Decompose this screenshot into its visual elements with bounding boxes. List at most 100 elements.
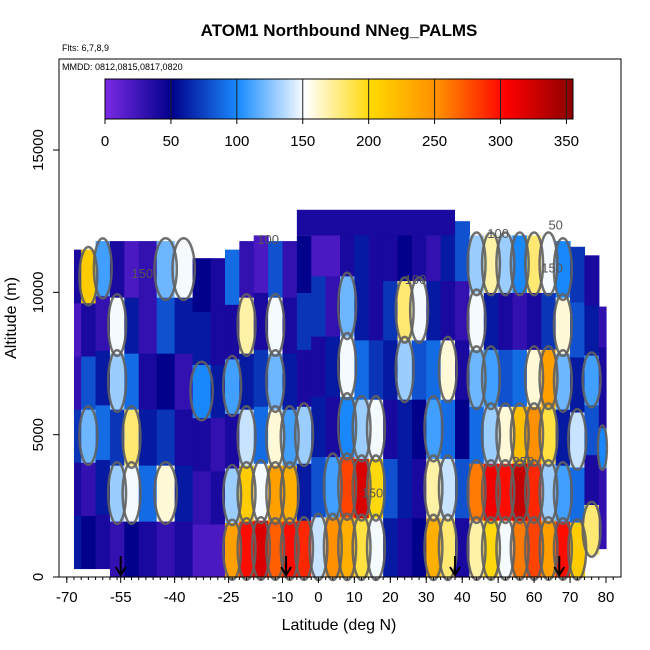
heatmap-cell — [526, 292, 542, 350]
heatmap-cell — [598, 467, 607, 509]
y-tick-label: 15000 — [30, 129, 47, 171]
contour-line — [480, 345, 502, 411]
contour-line — [538, 345, 559, 411]
heatmap-cell — [368, 221, 384, 282]
contour-line — [495, 231, 516, 297]
heatmap-cell — [95, 241, 111, 297]
colorbar-tick-label: 300 — [488, 133, 513, 150]
heatmap-cell — [411, 458, 427, 519]
contour-line — [337, 271, 358, 341]
heatmap-cell — [124, 241, 140, 298]
heatmap-cell — [555, 353, 571, 410]
flight-arrow-head — [553, 566, 566, 577]
contour-line — [265, 404, 286, 470]
x-tick-label: -10 — [272, 589, 294, 606]
x-tick-label: -55 — [110, 589, 132, 606]
heatmap-cell — [512, 406, 528, 464]
heatmap-cell — [584, 305, 600, 356]
heatmap-cell — [483, 349, 499, 407]
heatmap-cell — [224, 249, 240, 305]
contour-line — [121, 460, 142, 526]
contour-line — [279, 404, 300, 470]
contour-line — [423, 394, 444, 463]
heatmap-cell — [411, 339, 427, 400]
colorbar-tick-label: 250 — [422, 133, 447, 150]
heatmap-cell — [397, 221, 413, 282]
dates-label: MMDD: 0812,0815,0817,0820 — [62, 62, 183, 72]
heatmap-cell — [426, 221, 442, 282]
x-axis-label: Latitude (deg N) — [282, 617, 397, 634]
heatmap-cell — [498, 520, 514, 578]
heatmap-cell — [426, 280, 442, 341]
heatmap-cell — [555, 297, 571, 354]
heatmap-cell — [156, 521, 176, 578]
heatmap-cell — [192, 523, 212, 578]
heatmap-cell — [526, 520, 542, 578]
heatmap-cell — [368, 458, 384, 519]
contour-line — [106, 460, 128, 526]
contour-line — [365, 394, 387, 463]
contour-line — [480, 231, 502, 297]
colorbar-tick-label: 150 — [290, 133, 315, 150]
contour-line — [552, 349, 574, 414]
heatmap-cell — [325, 516, 341, 578]
contour-label: 150 — [131, 266, 153, 281]
heatmap-cell — [109, 353, 125, 410]
heatmap-cell — [296, 209, 456, 236]
colorbar-ticks: 0 50 100 150 200 250 300 350 — [101, 78, 579, 150]
heatmap-cell — [311, 456, 327, 518]
y-tick-label: 5000 — [30, 418, 47, 451]
heatmap-cell — [282, 241, 298, 298]
heatmap-cell — [253, 406, 269, 464]
heatmap-cell — [74, 249, 82, 304]
flights-label: Flts: 6,7,8,9 — [62, 43, 109, 53]
heatmap-cell — [383, 280, 399, 341]
heatmap-cell — [512, 235, 528, 293]
heatmap-cell — [311, 516, 327, 578]
heatmap-cell — [239, 353, 255, 410]
contour-labels: 100 50 150 150 100 100 150 250 — [131, 218, 562, 501]
contour-label: 150 — [541, 260, 563, 275]
heatmap-cell — [383, 517, 399, 578]
heatmap-cell — [268, 465, 284, 522]
contour-label: 50 — [548, 218, 562, 233]
heatmap-cell — [109, 409, 125, 466]
contour-line — [236, 293, 257, 358]
heatmap-cell — [109, 241, 125, 298]
contour-label: 250 — [512, 454, 534, 469]
contour-line — [523, 459, 545, 525]
heatmap-cell — [192, 364, 212, 419]
heatmap-cell — [138, 241, 158, 298]
contour-line — [106, 293, 128, 358]
heatmap-cell — [81, 462, 97, 516]
heatmap-cell — [268, 241, 284, 298]
heatmap-cell — [81, 355, 97, 410]
contour-line — [337, 331, 358, 401]
contour-label: 100 — [405, 272, 427, 287]
x-tick-label: 0 — [314, 589, 322, 606]
contour-line — [538, 459, 559, 525]
x-tick-label: -70 — [56, 589, 78, 606]
contour-line — [322, 452, 343, 522]
x-tick-label: -25 — [218, 589, 240, 606]
heatmap-cell — [138, 353, 158, 410]
heatmap-cell — [296, 520, 312, 578]
heatmap-cell — [174, 521, 194, 578]
contour-line — [466, 231, 487, 297]
heatmap-cell — [354, 517, 370, 578]
heatmap-cell — [95, 295, 111, 351]
heatmap-cell — [138, 521, 158, 578]
heatmap-cell — [95, 459, 111, 515]
heatmap-cell — [411, 517, 427, 578]
contour-line — [509, 459, 530, 525]
heatmap-cell — [483, 520, 499, 578]
heatmap-cell — [224, 522, 240, 578]
contour-line — [265, 460, 286, 526]
heatmap-cell — [541, 520, 557, 578]
heatmap-cell — [282, 409, 298, 466]
heatmap-cell — [340, 516, 355, 578]
heatmap-cell — [124, 353, 140, 410]
heatmap-cell — [440, 399, 456, 459]
contour-line — [509, 231, 530, 297]
